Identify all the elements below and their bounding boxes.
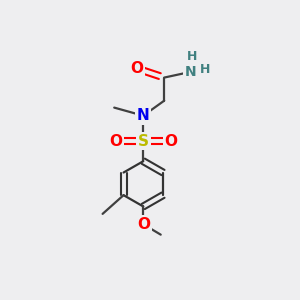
Text: O: O [165,134,178,148]
Text: H: H [187,50,197,63]
Text: N: N [185,65,197,79]
Text: N: N [137,108,150,123]
Text: O: O [130,61,143,76]
Text: H: H [200,63,210,76]
Text: O: O [109,134,122,148]
Text: O: O [137,217,150,232]
Text: S: S [138,134,149,148]
